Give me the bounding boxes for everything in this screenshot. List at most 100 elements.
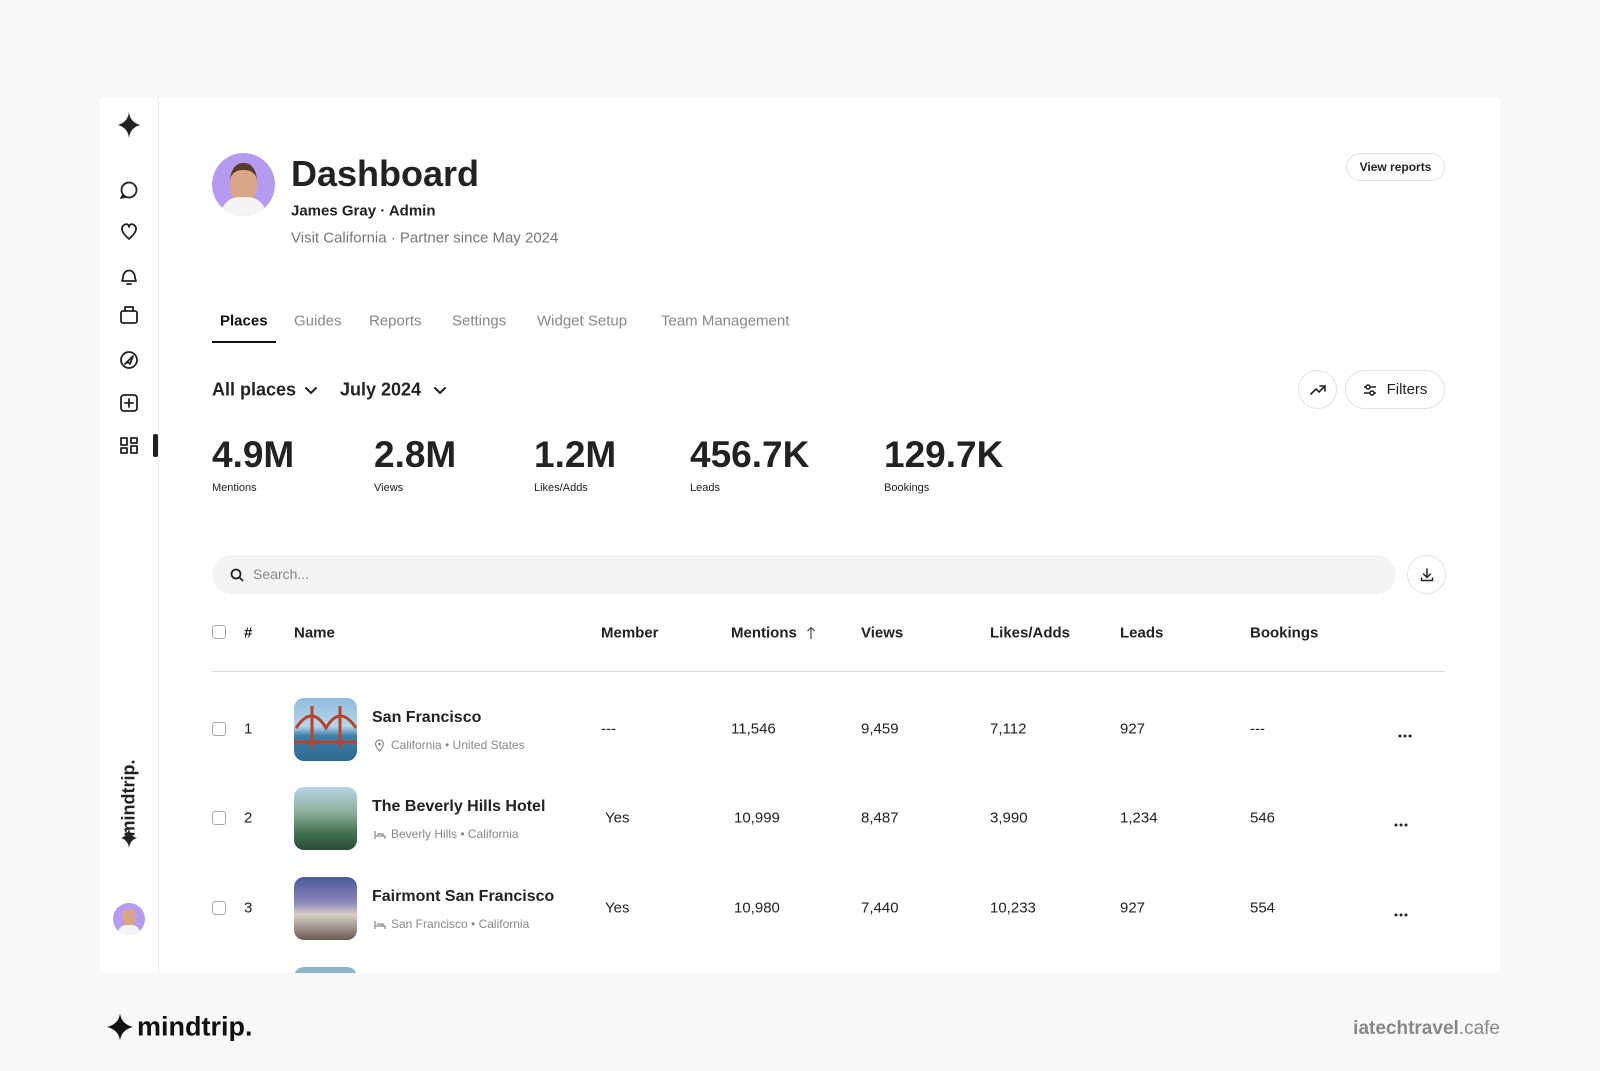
filters-icon: [1363, 383, 1376, 396]
watermark: iatechtravel.cafe: [1353, 1018, 1500, 1040]
bridge-art-svg: [294, 706, 358, 748]
sort-arrow-svg: [807, 626, 815, 639]
place-location: California • United States: [391, 738, 525, 752]
tab[interactable]: Widget Setup: [537, 312, 628, 330]
chevron: [304, 384, 318, 402]
cell-mentions: 10,999: [734, 809, 780, 827]
dashboard-card: mindtrip. Dashboard James Gray · Admin Vis…: [100, 98, 1500, 973]
footer-star: [107, 1013, 133, 1041]
header-divider: [212, 671, 1445, 672]
profile-avatar: [212, 153, 275, 216]
place-name[interactable]: Fairmont San Francisco: [372, 888, 555, 905]
sort-arrow: [806, 626, 816, 645]
download-button[interactable]: [1407, 555, 1446, 594]
stat-label: Leads: [690, 482, 720, 494]
filters-label: Filters: [1386, 381, 1428, 398]
search-icon: [230, 568, 244, 587]
chevron: [433, 384, 447, 402]
partner-line: Visit California · Partner since May 202…: [291, 229, 559, 247]
location-icon-svg: [374, 921, 386, 929]
column-header[interactable]: Member: [601, 624, 659, 642]
select-all-checkbox[interactable]: [212, 625, 226, 639]
stat-value: 1.2M: [534, 434, 617, 475]
sidebar: mindtrip.: [100, 98, 159, 973]
filters-button[interactable]: Filters: [1345, 370, 1445, 409]
tab[interactable]: Settings: [452, 312, 507, 330]
row-more-button: [1394, 905, 1408, 923]
cell-bookings: ---: [1250, 720, 1265, 738]
stat-label: Views: [374, 482, 404, 494]
row-more-button-svg: [1394, 913, 1408, 917]
stat-label: Mentions: [212, 482, 257, 494]
column-header[interactable]: Likes/Adds: [990, 624, 1071, 642]
cell-likes: 3,990: [990, 809, 1028, 827]
cell-leads: 927: [1120, 899, 1146, 917]
search-icon-svg: [230, 568, 244, 582]
row-index: 2: [244, 809, 253, 827]
stat-label: Bookings: [884, 482, 930, 494]
partial-thumbnail: [294, 967, 357, 973]
place-thumbnail: [294, 698, 358, 761]
place-name[interactable]: San Francisco: [372, 709, 482, 726]
place-location: Beverly Hills • California: [391, 827, 519, 841]
trend-icon: [1309, 384, 1326, 395]
row-more-button: [1398, 726, 1412, 744]
row-more-button-svg: [1398, 734, 1412, 738]
tab-underline: [212, 341, 276, 343]
stat-value: 456.7K: [690, 434, 810, 475]
row-index: 3: [244, 899, 253, 917]
bridge-art: [294, 698, 358, 766]
avatar-shirt: [221, 197, 266, 216]
location-icon: [374, 918, 386, 936]
location-icon-svg: [374, 739, 385, 752]
cell-member: ---: [601, 720, 616, 738]
row-checkbox[interactable]: [212, 722, 226, 736]
search-bar[interactable]: Search...: [212, 555, 1396, 594]
month-dropdown[interactable]: July 2024: [340, 379, 422, 400]
tab[interactable]: Guides: [294, 312, 342, 330]
column-header[interactable]: Name: [294, 624, 335, 642]
place-location: San Francisco • California: [391, 917, 530, 931]
cell-leads: 1,234: [1120, 809, 1158, 827]
location-icon-svg: [374, 831, 386, 839]
tab[interactable]: Reports: [369, 312, 422, 330]
view-reports-button[interactable]: View reports: [1346, 153, 1445, 181]
column-header[interactable]: Leads: [1120, 624, 1164, 642]
watermark-site: iatechtravel: [1353, 1018, 1459, 1039]
cell-mentions: 10,980: [734, 899, 780, 917]
cell-views: 9,459: [861, 720, 899, 738]
column-header[interactable]: Bookings: [1250, 624, 1319, 642]
download-icon: [1420, 567, 1433, 581]
row-checkbox[interactable]: [212, 811, 226, 825]
stat-label: Likes/Adds: [534, 482, 588, 494]
tab[interactable]: Places: [220, 312, 268, 330]
chevron-svg: [305, 387, 317, 395]
place-name[interactable]: The Beverly Hills Hotel: [372, 798, 546, 815]
row-more-button: [1394, 815, 1408, 833]
cell-mentions: 11,546: [731, 720, 776, 738]
cell-member: Yes: [605, 899, 630, 917]
chevron-svg: [434, 387, 446, 395]
trend-button[interactable]: [1298, 370, 1337, 409]
cell-views: 8,487: [861, 809, 899, 827]
tab[interactable]: Team Management: [661, 312, 790, 330]
cell-likes: 10,233: [990, 899, 1036, 917]
place-dropdown[interactable]: All places: [212, 379, 297, 400]
footer-logo-mark: [105, 1012, 135, 1047]
row-checkbox[interactable]: [212, 901, 226, 915]
page-title: Dashboard: [291, 153, 480, 194]
cell-leads: 927: [1120, 720, 1146, 738]
sidebar-icons: [118, 112, 158, 848]
sidebar-avatar[interactable]: [113, 903, 145, 935]
place-thumbnail: [294, 787, 357, 850]
cell-views: 7,440: [861, 899, 899, 917]
cell-likes: 7,112: [990, 720, 1027, 738]
stat-value: 4.9M: [212, 434, 295, 475]
column-header[interactable]: Views: [861, 624, 904, 642]
row-index: 1: [244, 720, 253, 738]
location-icon: [374, 828, 386, 846]
row-more-button-svg: [1394, 823, 1408, 827]
column-header[interactable]: Mentions: [731, 624, 797, 642]
column-header[interactable]: #: [244, 624, 253, 642]
